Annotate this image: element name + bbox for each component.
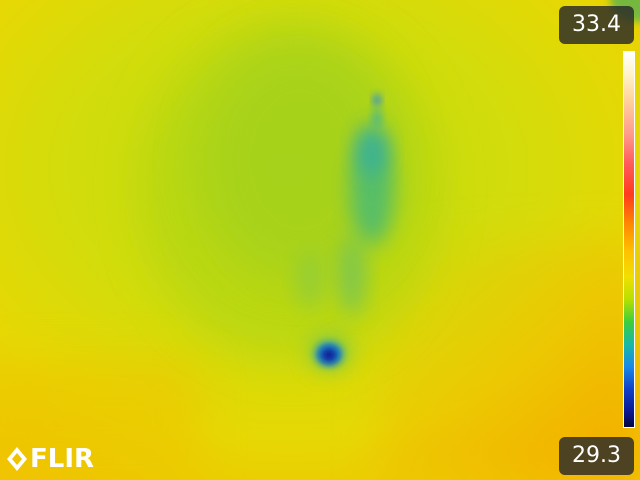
logo-text: FLIR (30, 444, 95, 474)
temperature-scale-bar (623, 51, 635, 428)
flir-diamond-icon (7, 447, 27, 471)
flir-logo: FLIR (6, 443, 94, 475)
min-temperature-readout: 29.3 (559, 437, 634, 475)
max-temperature-readout: 33.4 (559, 6, 634, 44)
